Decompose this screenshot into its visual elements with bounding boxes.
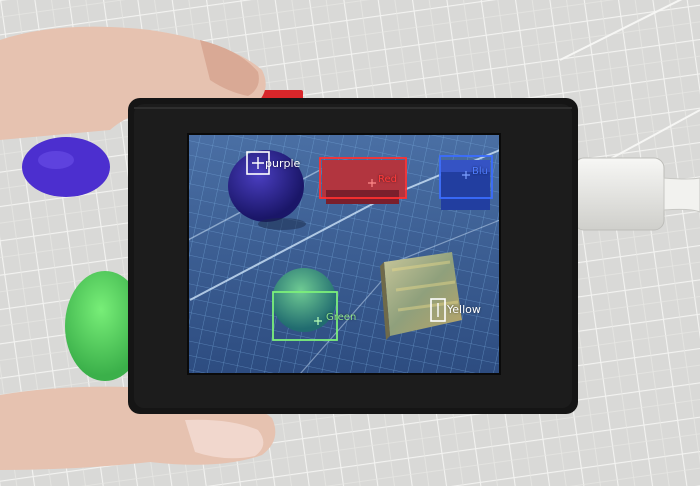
photo-scene	[0, 0, 700, 486]
